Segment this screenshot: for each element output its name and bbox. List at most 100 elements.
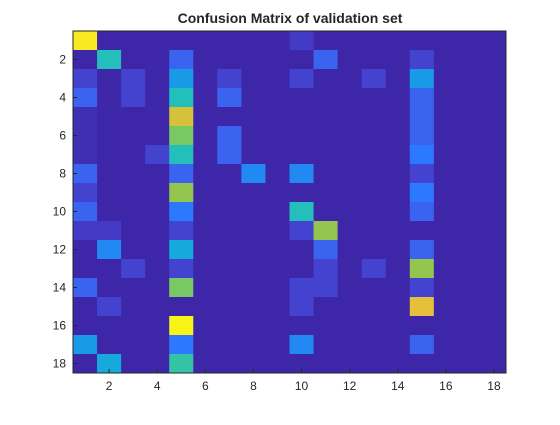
heatmap-cell — [145, 202, 170, 222]
heatmap-cell — [145, 335, 170, 355]
y-axis: 2 4 6 8 10 12 14 16 18 — [53, 53, 77, 371]
heatmap-cell — [433, 297, 459, 317]
heatmap-cell — [121, 202, 146, 222]
heatmap-cell — [337, 221, 363, 241]
heatmap-cell — [337, 164, 363, 184]
heatmap-cell — [289, 240, 314, 260]
heatmap-cell — [457, 107, 483, 127]
y-tick-label: 16 — [53, 319, 67, 333]
heatmap-cell — [289, 145, 314, 165]
heatmap-cell — [337, 145, 363, 165]
heatmap-cell — [481, 354, 507, 374]
y-tick-label: 2 — [59, 53, 66, 67]
heatmap-cell — [385, 354, 411, 374]
heatmap-cell — [289, 164, 314, 184]
x-tick-label: 2 — [106, 379, 113, 393]
heatmap-cell — [73, 107, 98, 127]
heatmap-cell — [409, 278, 435, 298]
heatmap-cell — [73, 145, 98, 165]
heatmap-cell — [361, 221, 387, 241]
heatmap-cell — [289, 354, 314, 374]
heatmap-cell — [313, 278, 339, 298]
heatmap-cell — [193, 240, 218, 260]
heatmap-cell — [169, 164, 194, 184]
heatmap-cell — [265, 240, 290, 260]
heatmap-cell — [73, 69, 98, 89]
heatmap-cell — [97, 297, 122, 317]
heatmap-cell — [289, 107, 314, 127]
heatmap-cell — [385, 50, 411, 70]
heatmap-cell — [481, 183, 507, 203]
heatmap-cell — [73, 278, 98, 298]
heatmap-cell — [121, 335, 146, 355]
heatmap-cell — [361, 183, 387, 203]
heatmap-cell — [385, 221, 411, 241]
heatmap-cell — [217, 316, 242, 336]
heatmap-cell — [385, 259, 411, 279]
heatmap-cell — [265, 126, 290, 146]
heatmap-cell — [289, 126, 314, 146]
x-tick-label: 6 — [202, 379, 209, 393]
x-tick-label: 10 — [295, 379, 309, 393]
heatmap-cell — [193, 50, 218, 70]
heatmap-cell — [97, 183, 122, 203]
heatmap-cell — [457, 240, 483, 260]
heatmap-cell — [337, 297, 363, 317]
y-tick-label: 18 — [53, 357, 67, 371]
heatmap-cell — [289, 183, 314, 203]
heatmap-cell — [145, 31, 170, 51]
x-axis: 2 4 6 8 10 12 14 16 18 — [106, 369, 501, 393]
heatmap-cell — [361, 354, 387, 374]
heatmap-cell — [457, 88, 483, 108]
heatmap-cell — [217, 164, 242, 184]
heatmap-cell — [217, 107, 242, 127]
heatmap-cell — [409, 145, 435, 165]
heatmap-cell — [361, 69, 387, 89]
heatmap-cell — [193, 164, 218, 184]
heatmap-cell — [337, 335, 363, 355]
heatmap-cell — [121, 88, 146, 108]
heatmap-cell — [433, 69, 459, 89]
heatmap-cell — [145, 50, 170, 70]
heatmap-cell — [169, 69, 194, 89]
heatmap-cell — [241, 88, 266, 108]
heatmap-cell — [337, 50, 363, 70]
heatmap-cell — [241, 278, 266, 298]
heatmap-cell — [313, 69, 339, 89]
heatmap-cell — [337, 107, 363, 127]
heatmap-cell — [265, 107, 290, 127]
heatmap-cell — [289, 297, 314, 317]
heatmap-cell — [145, 221, 170, 241]
heatmap-cell — [121, 259, 146, 279]
heatmap-cell — [337, 202, 363, 222]
heatmap-cell — [217, 297, 242, 317]
heatmap-cell — [409, 50, 435, 70]
heatmap-cell — [313, 297, 339, 317]
heatmap-cell — [361, 126, 387, 146]
heatmap-cell — [217, 145, 242, 165]
heatmap-cell — [241, 126, 266, 146]
heatmap-cell — [433, 50, 459, 70]
heatmap-cell — [97, 88, 122, 108]
heatmap-cell — [265, 316, 290, 336]
heatmap-cell — [409, 221, 435, 241]
heatmap-cell — [121, 145, 146, 165]
heatmap-cell — [457, 297, 483, 317]
heatmap-cell — [121, 297, 146, 317]
heatmap-cell — [97, 202, 122, 222]
heatmap-cell — [145, 297, 170, 317]
heatmap-cell — [169, 297, 194, 317]
heatmap-cell — [121, 221, 146, 241]
heatmap-cell — [481, 88, 507, 108]
heatmap-cell — [481, 50, 507, 70]
heatmap-cell — [121, 107, 146, 127]
x-tick-label: 16 — [439, 379, 453, 393]
x-tick-label: 14 — [391, 379, 405, 393]
heatmap-cell — [361, 240, 387, 260]
heatmap-cell — [337, 278, 363, 298]
heatmap-cell — [241, 31, 266, 51]
heatmap-cell — [361, 164, 387, 184]
heatmap-cell — [361, 88, 387, 108]
heatmap-cell — [217, 31, 242, 51]
heatmap-cell — [409, 107, 435, 127]
